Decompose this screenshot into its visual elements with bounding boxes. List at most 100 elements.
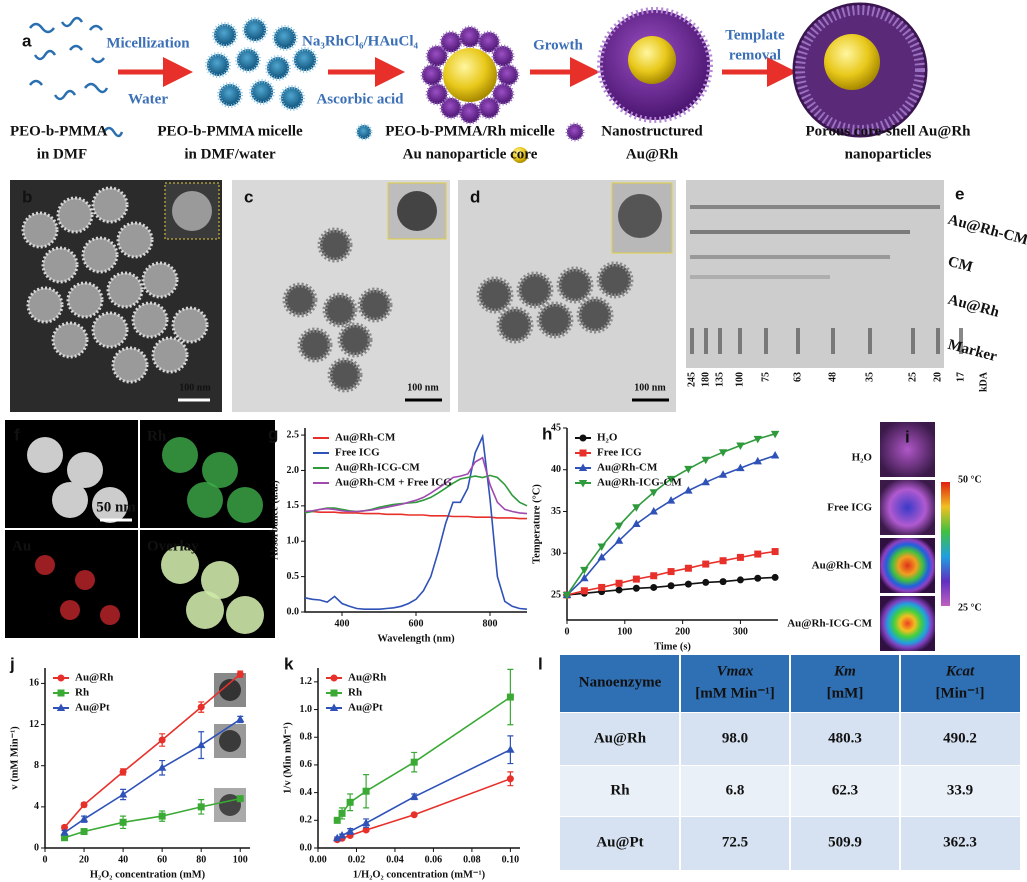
channel-label: Au xyxy=(12,538,31,554)
marker xyxy=(80,828,88,836)
overlay xyxy=(201,561,239,599)
ladder-label: 63 xyxy=(792,372,803,382)
sample-label: Free ICG xyxy=(827,502,872,514)
rh-micelle xyxy=(496,63,520,87)
marker xyxy=(236,670,244,678)
inset-particle xyxy=(397,191,437,231)
caption: Au nanoparticle core xyxy=(403,146,538,162)
panel-label: f xyxy=(14,425,20,444)
marker xyxy=(650,583,658,591)
x-tick-label: 400 xyxy=(335,618,350,629)
x-tick-label: 0.08 xyxy=(463,854,481,865)
caption: in DMF xyxy=(37,146,87,162)
caption: PEO-b-PMMA micelle xyxy=(157,123,303,139)
marker xyxy=(702,578,710,586)
x-axis-label: 1/H₂O₂ concentration (mM⁻¹) xyxy=(353,869,486,880)
table-cell: 72.5 xyxy=(722,834,748,850)
panel-label: l xyxy=(538,654,543,673)
marker xyxy=(158,812,166,820)
micelle xyxy=(265,55,291,81)
scale-label: 50 nm xyxy=(96,499,136,515)
panel-label: d xyxy=(470,187,480,206)
table-cell: 480.3 xyxy=(828,730,862,746)
y-axis-label: Temperature (°C) xyxy=(531,484,542,564)
haadf xyxy=(52,482,88,518)
marker xyxy=(614,522,624,531)
legend-label: Au@Rh-CM xyxy=(335,432,396,444)
table-header-cell: Kcat xyxy=(945,663,975,679)
marker xyxy=(362,826,370,834)
y-tick-label: 0.0 xyxy=(287,606,300,617)
x-tick-label: 20 xyxy=(79,854,89,865)
marker xyxy=(157,763,167,771)
sem-particle xyxy=(91,186,129,224)
tem-particle xyxy=(556,266,594,304)
y-tick-label: 0.0 xyxy=(300,842,313,853)
y-axis-label: v (mM Min⁻¹) xyxy=(9,726,20,790)
overlay xyxy=(226,596,264,634)
tem-particle xyxy=(322,292,358,328)
haadf xyxy=(92,487,128,523)
ladder-label: 25 xyxy=(907,372,918,382)
micelle xyxy=(242,17,268,43)
marker xyxy=(754,574,762,582)
tem-particle xyxy=(317,227,353,263)
sem-particle xyxy=(111,346,149,384)
marker xyxy=(597,552,606,561)
y-tick-label: 1.0 xyxy=(287,536,300,547)
condition: Ascorbic acid xyxy=(316,91,404,107)
gel xyxy=(686,180,944,368)
panel-label: g xyxy=(268,424,278,443)
marker xyxy=(736,576,744,584)
au-core xyxy=(512,147,528,163)
table-header-cell: Nanoenzyme xyxy=(579,674,662,690)
haadf xyxy=(27,437,63,473)
ladder-band xyxy=(690,328,694,354)
table-cell: Au@Pt xyxy=(596,834,643,850)
tem-particle xyxy=(596,261,634,299)
overlay xyxy=(161,546,199,584)
sem-particle xyxy=(26,286,64,324)
marker xyxy=(736,442,745,451)
ladder-label: 135 xyxy=(714,372,725,387)
micelle xyxy=(235,47,261,73)
tem-particle xyxy=(536,301,574,339)
marker xyxy=(650,572,658,580)
au xyxy=(75,570,95,590)
legend-label: Free ICG xyxy=(597,447,642,459)
tem-particle xyxy=(516,271,554,309)
x-tick-label: 0 xyxy=(43,854,48,865)
marker xyxy=(362,787,370,795)
marker xyxy=(345,826,355,835)
band xyxy=(690,255,890,259)
legend-label: Au@Pt xyxy=(75,702,110,714)
legend-label: Au@Rh-ICG-CM xyxy=(335,462,420,474)
marker xyxy=(506,745,515,753)
marker xyxy=(119,768,127,776)
rh-micelle xyxy=(491,44,515,68)
marker xyxy=(719,578,727,586)
x-tick-label: 0.04 xyxy=(386,854,404,865)
sem-particle xyxy=(141,261,179,299)
channel-label: Overlay xyxy=(147,538,199,554)
marker xyxy=(410,811,418,819)
au xyxy=(35,555,55,575)
au xyxy=(100,605,120,625)
rh-micelle xyxy=(420,63,444,87)
sem-particle xyxy=(131,301,169,339)
y-tick-label: 2.5 xyxy=(287,429,300,440)
au xyxy=(60,600,80,620)
marker xyxy=(330,674,338,682)
gel-bands xyxy=(690,205,963,354)
marker xyxy=(197,803,205,811)
marker xyxy=(578,480,588,488)
marker xyxy=(330,689,338,697)
marker xyxy=(649,489,658,497)
thermal-image xyxy=(880,596,935,651)
lane-label: Au@Rh-CM xyxy=(946,212,1027,249)
micelle xyxy=(272,25,298,51)
caption: PEO-b-PMMA xyxy=(10,123,108,139)
marker xyxy=(753,435,762,444)
ladder-band xyxy=(831,328,835,354)
sem-particle xyxy=(171,306,209,344)
